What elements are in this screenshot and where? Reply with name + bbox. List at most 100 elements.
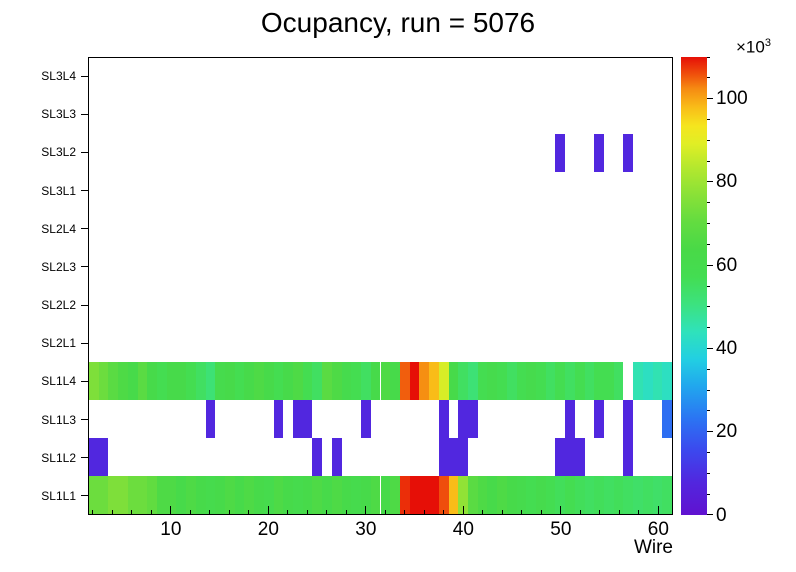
- heatmap-cell: [448, 361, 459, 400]
- y-axis-label: SL1L1: [41, 488, 76, 503]
- colorbar-minor-tick: [707, 223, 710, 225]
- colorbar-major-tick: [707, 431, 713, 433]
- colorbar-major-tick: [707, 181, 713, 183]
- x-axis-minor-tick: [248, 510, 250, 515]
- heatmap-cell: [574, 361, 585, 400]
- x-axis-minor-tick: [384, 510, 386, 515]
- y-axis-label: SL2L3: [41, 259, 76, 274]
- x-axis-minor-tick: [209, 510, 211, 515]
- heatmap-cell: [399, 476, 410, 514]
- colorbar-minor-tick: [707, 202, 710, 204]
- heatmap-cell: [312, 438, 323, 476]
- heatmap-cell: [137, 476, 148, 514]
- heatmap-cell: [263, 361, 274, 400]
- heatmap-cell: [662, 400, 672, 438]
- colorbar-minor-tick: [707, 285, 710, 287]
- x-axis-minor-tick: [521, 510, 523, 515]
- heatmap-cell: [467, 476, 478, 514]
- heatmap-cell: [331, 438, 342, 476]
- heatmap-cell: [234, 361, 245, 400]
- heatmap-cell: [195, 476, 206, 514]
- x-axis-minor-tick: [150, 510, 152, 515]
- x-axis-label: 20: [257, 519, 279, 540]
- heatmap-cell: [594, 400, 604, 438]
- heatmap-cell: [458, 438, 468, 476]
- heatmap-cell: [225, 361, 235, 400]
- plot-area: [88, 57, 673, 515]
- heatmap-cell: [205, 476, 216, 514]
- x-axis-minor-tick: [287, 510, 289, 515]
- heatmap-cell: [244, 476, 255, 514]
- heatmap-cell: [662, 476, 672, 514]
- x-axis-minor-tick: [111, 510, 113, 515]
- heatmap-cell: [351, 476, 362, 514]
- heatmap-cell: [370, 361, 381, 400]
- x-axis-minor-tick: [443, 510, 445, 515]
- x-axis-minor-tick: [131, 510, 133, 515]
- colorbar-tick-label: 60: [716, 254, 738, 276]
- colorbar-tick-label: 100: [716, 88, 748, 110]
- heatmap-cell: [254, 361, 264, 400]
- y-axis-tick: [81, 304, 88, 306]
- heatmap-cell: [497, 476, 507, 514]
- heatmap-cell: [603, 361, 614, 400]
- x-axis-minor-tick: [326, 510, 328, 515]
- heatmap-cell: [662, 361, 672, 400]
- colorbar-minor-tick: [707, 139, 710, 141]
- heatmap-cell: [176, 476, 187, 514]
- y-axis-tick: [81, 495, 88, 497]
- heatmap-cell: [89, 361, 99, 400]
- heatmap-cell: [545, 476, 556, 514]
- x-axis-label: 30: [355, 519, 377, 540]
- colorbar-major-tick: [707, 264, 713, 266]
- heatmap-cell: [565, 361, 575, 400]
- heatmap-cell: [555, 476, 566, 514]
- heatmap-cell: [623, 133, 634, 172]
- heatmap-cell: [108, 361, 119, 400]
- heatmap-cell: [458, 400, 468, 438]
- x-axis-minor-tick: [482, 510, 484, 515]
- heatmap-cell: [623, 476, 634, 514]
- x-axis-major-tick: [365, 506, 367, 515]
- heatmap-cell: [574, 476, 585, 514]
- y-axis-tick: [81, 113, 88, 115]
- x-axis-minor-tick: [92, 510, 94, 515]
- colorbar-major-tick: [707, 347, 713, 349]
- heatmap-cell: [157, 361, 167, 400]
- heatmap-cell: [506, 476, 517, 514]
- heatmap-cell: [516, 476, 527, 514]
- heatmap-cell: [545, 361, 556, 400]
- heatmap-cell: [351, 361, 362, 400]
- heatmap-cell: [89, 476, 99, 514]
- heatmap-cell: [205, 361, 216, 400]
- heatmap-cell: [623, 400, 634, 438]
- heatmap-cell: [312, 361, 323, 400]
- scale-exponent: 3: [764, 37, 771, 49]
- heatmap-cell: [458, 361, 468, 400]
- heatmap-cell: [98, 438, 109, 476]
- x-axis-minor-tick: [638, 510, 640, 515]
- heatmap-cell: [283, 361, 294, 400]
- heatmap-cell: [399, 361, 410, 400]
- heatmap-cell: [341, 476, 352, 514]
- heatmap-cell: [535, 361, 546, 400]
- x-axis-title: Wire: [633, 537, 673, 558]
- colorbar-minor-tick: [707, 243, 710, 245]
- x-axis-major-tick: [462, 506, 464, 515]
- heatmap-cell: [555, 133, 566, 172]
- heatmap-cell: [526, 361, 536, 400]
- y-axis-label: SL3L3: [41, 107, 76, 122]
- heatmap-cell: [293, 400, 303, 438]
- y-axis-tick: [81, 457, 88, 459]
- heatmap-cell: [89, 438, 99, 476]
- y-axis-label: SL3L4: [41, 69, 76, 84]
- heatmap-cell: [448, 438, 459, 476]
- heatmap-cell: [458, 476, 468, 514]
- x-axis-minor-tick: [540, 510, 542, 515]
- heatmap-cell: [419, 361, 430, 400]
- heatmap-cell: [137, 361, 148, 400]
- y-axis-tick: [81, 419, 88, 421]
- heatmap-cell: [215, 476, 226, 514]
- heatmap-cell: [283, 476, 294, 514]
